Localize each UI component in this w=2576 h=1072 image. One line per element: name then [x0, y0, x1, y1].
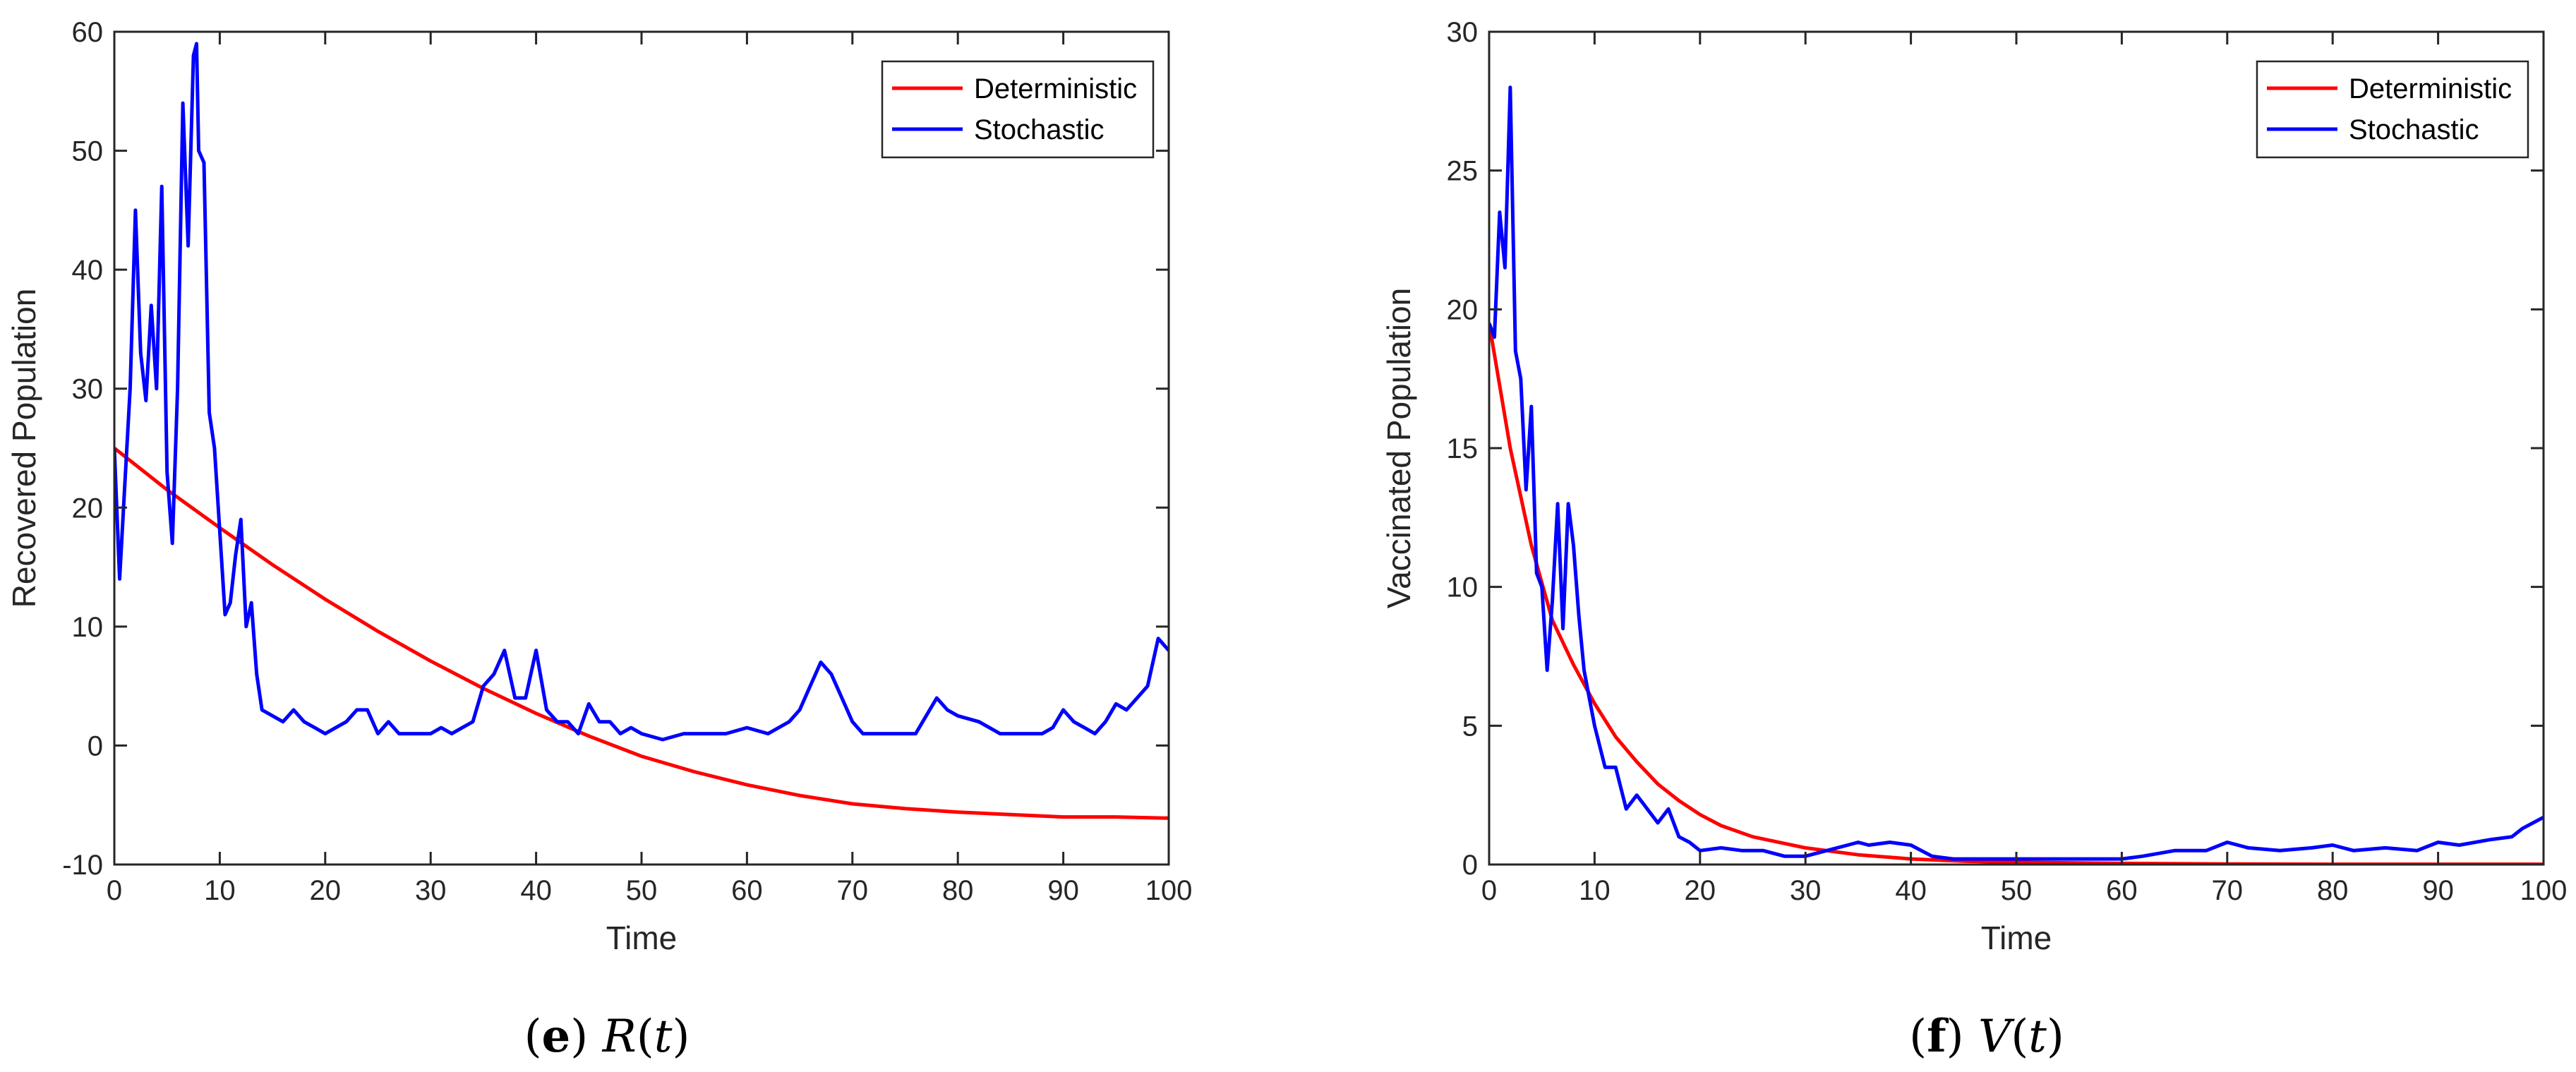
y-tick-label: 10: [1447, 572, 1479, 603]
x-tick-label: 90: [1047, 875, 1079, 906]
caption-variable: R: [602, 1011, 637, 1063]
x-tick-label: 50: [626, 875, 658, 906]
caption-close-paren: ): [1946, 1011, 1978, 1063]
caption-arg-close: ): [2047, 1011, 2064, 1063]
caption-open-paren: (: [1909, 1011, 1927, 1063]
y-tick-label: 20: [72, 493, 104, 524]
plot-area: [1489, 32, 2544, 865]
caption-variable: V: [1978, 1011, 2015, 1063]
y-tick-label: -10: [62, 850, 103, 881]
x-tick-label: 20: [310, 875, 342, 906]
y-tick-label: 15: [1447, 433, 1479, 464]
series-line-deterministic: [114, 447, 1169, 820]
panel-e-recovered: 0 10 20 30 40 50 60 70 80 90 100-100102030405060Ti…: [6, 17, 1192, 1063]
caption-arg-open: (: [637, 1011, 654, 1063]
x-tick-label: 100: [1145, 875, 1193, 906]
panel-caption: (e) R(t): [524, 1010, 690, 1063]
x-tick-label: 60: [731, 875, 763, 906]
caption-arg-open: (: [2011, 1011, 2028, 1063]
y-axis-title: Vaccinated Population: [1380, 288, 1417, 608]
x-tick-label: 90: [2422, 875, 2454, 906]
y-tick-label: 0: [88, 730, 103, 761]
legend: Deterministic Stochastic: [2256, 60, 2529, 159]
x-tick-label: 80: [2317, 875, 2349, 906]
caption-panel-letter: e: [542, 1010, 571, 1063]
legend-box: [2256, 60, 2529, 159]
y-tick-label: 25: [1447, 156, 1479, 187]
legend-label-deterministic: Deterministic: [974, 73, 1137, 104]
y-tick-label: 40: [72, 255, 104, 286]
panel-f-vaccinated: 0 10 20 30 40 50 60 70 80 90 100 0 5 10 15 20 25 30 Time Va…: [1380, 17, 2567, 1063]
x-tick-label: 60: [2106, 875, 2138, 906]
x-tick-label: 0: [107, 875, 122, 906]
x-tick-label: 0: [1481, 875, 1497, 906]
legend-label-deterministic: Deterministic: [2349, 73, 2512, 104]
x-tick-label: 70: [2212, 875, 2244, 906]
y-tick-label: 5: [1462, 711, 1478, 742]
x-tick-label: 10: [204, 875, 236, 906]
legend-label-stochastic: Stochastic: [974, 114, 1105, 145]
legend-label-stochastic: Stochastic: [2349, 114, 2479, 145]
caption-arg-close: ): [672, 1011, 690, 1063]
y-axis-title: Recovered Population: [6, 289, 42, 608]
caption-panel-letter: f: [1927, 1010, 1949, 1063]
x-tick-label: 10: [1579, 875, 1611, 906]
legend: Deterministic Stochastic: [881, 60, 1155, 159]
series-line-stochastic: [114, 42, 1169, 742]
caption-argument: t: [2028, 1011, 2047, 1063]
x-tick-label: 40: [1895, 875, 1927, 906]
y-tick-label: 50: [72, 136, 104, 167]
x-tick-label: 40: [520, 875, 552, 906]
caption-open-paren: (: [524, 1011, 542, 1063]
y-tick-label: 0: [1462, 850, 1478, 881]
x-axis-title: Time: [1981, 920, 2052, 956]
x-tick-label: 30: [1790, 875, 1822, 906]
legend-box: [881, 60, 1155, 159]
caption-close-paren: ): [570, 1011, 602, 1063]
y-tick-label: 30: [1447, 17, 1479, 48]
caption-argument: t: [654, 1011, 673, 1063]
x-tick-label: 30: [415, 875, 447, 906]
plot-area: [114, 32, 1169, 865]
x-tick-label: 50: [2001, 875, 2033, 906]
y-tick-label: 10: [72, 612, 104, 643]
y-tick-label: 20: [1447, 294, 1479, 325]
panel-caption: (f) V(t): [1909, 1010, 2064, 1063]
x-tick-label: 80: [942, 875, 974, 906]
series-line-stochastic: [1489, 85, 2544, 861]
x-axis-title: Time: [606, 920, 678, 956]
x-tick-label: 100: [2520, 875, 2568, 906]
y-tick-label: 60: [72, 17, 104, 48]
x-tick-label: 20: [1685, 875, 1716, 906]
y-tick-label: 30: [72, 374, 104, 405]
x-tick-label: 70: [837, 875, 869, 906]
